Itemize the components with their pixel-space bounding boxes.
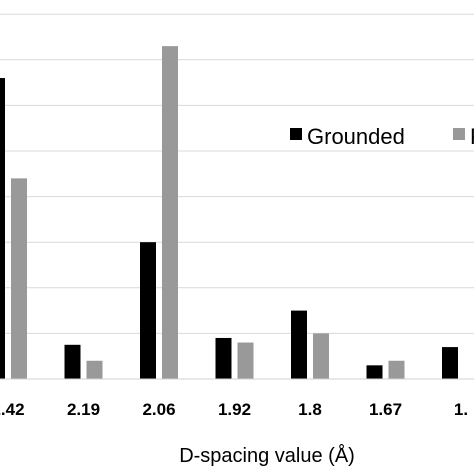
bar-p-4 xyxy=(313,333,329,379)
legend-swatch-p xyxy=(453,128,465,140)
bar-grounded-3 xyxy=(215,337,232,379)
bar-p-3 xyxy=(237,342,254,379)
bar-grounded-1 xyxy=(64,344,81,379)
x-tick-label: 2.06 xyxy=(142,400,175,419)
bar-grounded-4 xyxy=(291,310,307,379)
bar-p-2 xyxy=(162,46,178,380)
legend: Grounded P xyxy=(290,124,474,149)
bar-p-0 xyxy=(11,178,27,379)
x-tick-labels: 2.42 2.19 2.06 1.92 1.8 1.67 1. xyxy=(0,400,468,419)
bar-grounded-5 xyxy=(366,365,383,379)
x-tick-label: 1.92 xyxy=(218,400,251,419)
x-tick-label: 2.42 xyxy=(0,400,25,419)
x-tick-label: 2.19 xyxy=(67,400,100,419)
x-tick-label: 1. xyxy=(454,400,468,419)
bar-p-5 xyxy=(388,360,405,379)
gridlines xyxy=(0,13,474,334)
legend-label-p: P xyxy=(470,124,474,149)
bar-p-1 xyxy=(86,360,103,379)
x-tick-label: 1.67 xyxy=(369,400,402,419)
bar-grounded-0 xyxy=(0,78,5,379)
x-tick-label: 1.8 xyxy=(298,400,322,419)
bars xyxy=(0,46,458,380)
bar-grounded-6 xyxy=(442,347,458,379)
bar-grounded-2 xyxy=(140,242,156,379)
x-axis-title: D-spacing value (Å) xyxy=(179,444,355,467)
legend-swatch-grounded xyxy=(290,128,302,140)
legend-label-grounded: Grounded xyxy=(307,124,405,149)
